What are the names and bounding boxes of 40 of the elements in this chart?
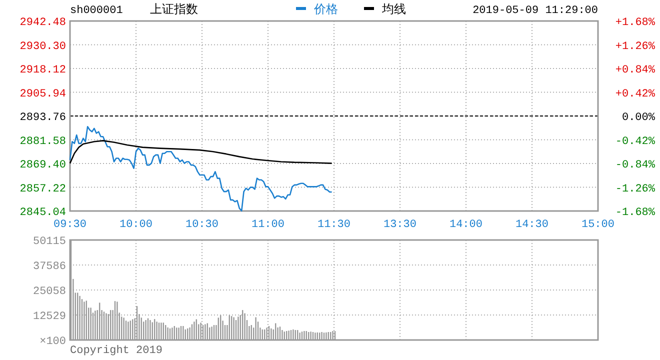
- chart-title: 上证指数: [150, 3, 198, 17]
- x-tick-label: 09:30: [53, 219, 87, 231]
- x-tick-label: 13:30: [383, 219, 417, 231]
- y-tick-label: 25058: [32, 286, 66, 298]
- y-tick-label: 2905.94: [20, 88, 66, 100]
- x-tick-label: 11:30: [317, 219, 351, 231]
- chart-subtitle: sh000001: [70, 5, 124, 17]
- x-tick-label: 10:00: [119, 219, 153, 231]
- y-tick-label: 37586: [32, 261, 66, 273]
- line-series: [69, 140, 332, 164]
- legend-label: 价格: [313, 3, 338, 17]
- x-tick-label: 15:00: [581, 219, 615, 231]
- y2-tick-label: -1.26%: [615, 183, 656, 196]
- y-tick-label: 2930.30: [20, 40, 66, 53]
- legend-label: 均线: [381, 3, 406, 17]
- y-tick-label: 2942.48: [20, 17, 66, 29]
- y2-tick-label: -1.68%: [615, 207, 656, 219]
- y2-tick-label: -0.42%: [615, 136, 656, 148]
- y2-tick-label: +0.84%: [615, 64, 656, 76]
- x-tick-label: 14:30: [515, 219, 549, 231]
- y2-tick-label: +1.68%: [615, 17, 656, 29]
- line-series: [69, 126, 332, 212]
- y-tick-label: 2893.76: [20, 112, 66, 124]
- y-tick-label: 2881.58: [20, 136, 66, 148]
- y-tick-label: 50115: [32, 236, 66, 248]
- y2-tick-label: +0.42%: [615, 88, 656, 100]
- x-tick-label: 10:30: [185, 219, 219, 231]
- y-tick-label: 2918.12: [20, 64, 66, 76]
- text: 2019-05-09 11:29:00: [472, 5, 598, 17]
- x-tick-label: 14:00: [449, 219, 483, 231]
- y-tick-label: 12529: [32, 311, 66, 323]
- y-tick-label: 2869.40: [20, 160, 66, 172]
- x-tick-label: 11:00: [251, 219, 285, 231]
- y-tick-label: 2845.04: [20, 207, 66, 219]
- y-axis-title: ×100: [40, 336, 66, 348]
- text: Copyright 2019: [70, 345, 162, 357]
- y2-tick-label: -0.84%: [615, 160, 656, 172]
- y2-tick-label: 0.00%: [622, 112, 656, 124]
- y2-tick-label: +1.26%: [615, 40, 656, 53]
- y-tick-label: 2857.22: [20, 183, 66, 196]
